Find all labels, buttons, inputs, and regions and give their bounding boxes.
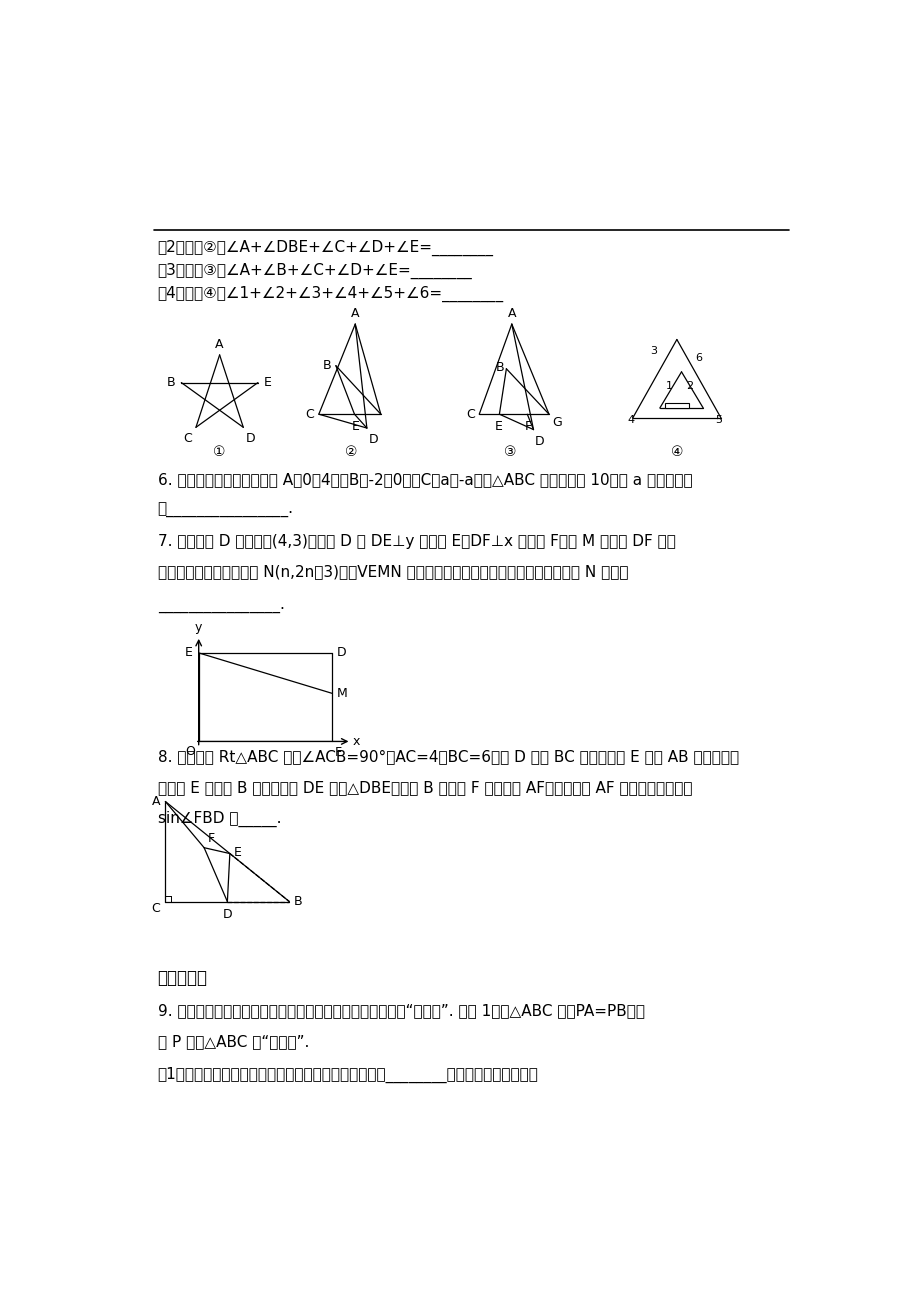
Text: E: E — [263, 376, 271, 389]
Text: B: B — [495, 362, 505, 375]
Text: ④: ④ — [670, 445, 683, 460]
Text: A: A — [507, 307, 516, 320]
Text: 点，若第一象限内存在点 N(n,2n－3)，使VEMN 为等腰直角三角形，请直接写出符合条件的 N 点坐标: 点，若第一象限内存在点 N(n,2n－3)，使VEMN 为等腰直角三角形，请直接… — [157, 564, 628, 579]
Text: A: A — [215, 339, 223, 352]
Text: C: C — [183, 432, 192, 445]
Text: O: O — [186, 745, 196, 758]
Text: D: D — [222, 907, 232, 921]
Text: M: M — [336, 687, 347, 699]
Text: C: C — [151, 901, 160, 914]
Text: D: D — [245, 432, 255, 445]
Text: （2）如图②，∠A+∠DBE+∠C+∠D+∠E=________: （2）如图②，∠A+∠DBE+∠C+∠D+∠E=________ — [157, 240, 494, 255]
Text: 点（点 E 不与点 B 重合），沿 DE 翻折△DBE，使点 B 落在点 F 处，连接 AF，则当线段 AF 的长取最小值时，: 点（点 E 不与点 B 重合），沿 DE 翻折△DBE，使点 B 落在点 F 处… — [157, 780, 691, 796]
Text: E: E — [351, 419, 358, 432]
Text: A: A — [351, 307, 359, 320]
Text: sin∠FBD 是_____.: sin∠FBD 是_____. — [157, 811, 281, 827]
Text: 5: 5 — [715, 415, 721, 426]
Text: E: E — [233, 845, 242, 858]
Text: D: D — [535, 435, 544, 448]
Text: 3: 3 — [650, 346, 656, 355]
Text: 6: 6 — [695, 353, 701, 363]
Text: E: E — [494, 419, 502, 432]
Text: F: F — [334, 746, 341, 759]
Text: F: F — [524, 419, 531, 432]
Text: F: F — [208, 832, 215, 845]
Text: D: D — [369, 434, 379, 447]
Text: x: x — [353, 734, 360, 747]
Text: B: B — [323, 359, 331, 372]
Text: 1: 1 — [665, 381, 673, 392]
Text: E: E — [185, 646, 192, 659]
Text: 4: 4 — [628, 415, 634, 426]
Text: 点 P 叫做△ABC 的“中垂心”.: 点 P 叫做△ABC 的“中垂心”. — [157, 1034, 309, 1049]
Bar — [664, 402, 687, 408]
Text: （4）如图④，∠1+∠2+∠3+∠4+∠5+∠6=________: （4）如图④，∠1+∠2+∠3+∠4+∠5+∠6=________ — [157, 285, 504, 302]
Text: 是________________.: 是________________. — [157, 503, 293, 518]
Text: 2: 2 — [686, 381, 693, 392]
Text: B: B — [294, 894, 302, 907]
Text: 9. 定义：到三角形的两个顶点距离相等的点，叫做三角形的“中垂心”. 如图 1，在△ABC 中，PA=PB，则: 9. 定义：到三角形的两个顶点距离相等的点，叫做三角形的“中垂心”. 如图 1，… — [157, 1004, 644, 1018]
Text: （3）如图③，∠A+∠B+∠C+∠D+∠E=________: （3）如图③，∠A+∠B+∠C+∠D+∠E=________ — [157, 263, 471, 279]
Text: 7. 如图，点 D 的坐标为(4,3)，过点 D 作 DE⊥y 轴于点 E，DF⊥x 轴于点 F，点 M 为线段 DF 上一: 7. 如图，点 D 的坐标为(4,3)，过点 D 作 DE⊥y 轴于点 E，DF… — [157, 534, 675, 548]
Text: ②: ② — [345, 445, 357, 460]
Text: y: y — [195, 621, 202, 634]
Text: D: D — [336, 646, 346, 659]
Text: 三、解答题: 三、解答题 — [157, 969, 208, 987]
Text: ③: ③ — [504, 445, 516, 460]
Text: B: B — [167, 376, 176, 389]
Text: 8. 如图，在 Rt△ABC 中，∠ACB=90°，AC=4，BC=6，点 D 是边 BC 的中点，点 E 是边 AB 上的任意一: 8. 如图，在 Rt△ABC 中，∠ACB=90°，AC=4，BC=6，点 D … — [157, 749, 738, 764]
Text: ________________.: ________________. — [157, 599, 284, 615]
Text: C: C — [465, 408, 474, 421]
Text: C: C — [305, 408, 313, 421]
Text: 6. 在平面直角坐标系中，点 A（0，4），B（-2，0），C（a，-a），△ABC 的面积小于 10，则 a 的取值范围: 6. 在平面直角坐标系中，点 A（0，4），B（-2，0），C（a，-a），△A… — [157, 471, 691, 487]
Text: A: A — [152, 796, 160, 809]
Text: G: G — [551, 415, 562, 428]
Text: （1）根据定义，中垂心可能在三角形顶点处的三角形有________（举一个例子即可）；: （1）根据定义，中垂心可能在三角形顶点处的三角形有________（举一个例子即… — [157, 1066, 538, 1082]
Text: ①: ① — [213, 445, 226, 460]
